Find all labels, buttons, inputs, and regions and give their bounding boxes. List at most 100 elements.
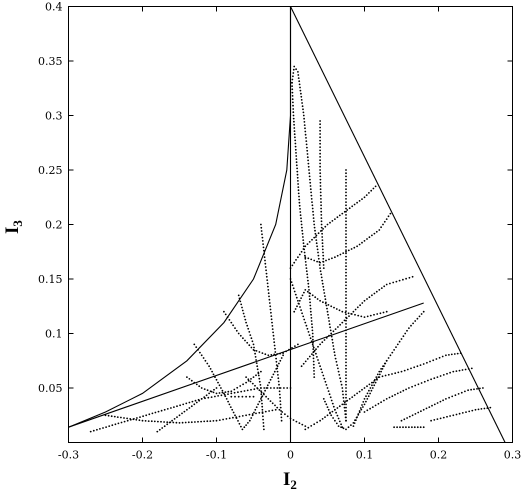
data-point <box>345 226 347 229</box>
data-point <box>322 301 324 304</box>
data-point <box>345 220 347 223</box>
data-point <box>299 306 301 308</box>
data-point <box>245 376 248 378</box>
data-point <box>110 415 113 418</box>
data-point <box>300 92 302 95</box>
data-point <box>334 354 336 357</box>
data-point <box>425 407 428 410</box>
data-point <box>294 145 297 148</box>
data-point <box>302 242 305 245</box>
data-point <box>267 289 270 291</box>
data-point <box>261 233 263 236</box>
data-point <box>321 248 324 251</box>
data-point <box>225 398 228 400</box>
data-point <box>350 424 352 426</box>
data-point <box>388 396 391 399</box>
data-point <box>380 226 382 229</box>
data-point <box>347 426 350 429</box>
data-point <box>190 421 193 424</box>
data-point <box>310 317 313 319</box>
data-point <box>313 370 315 372</box>
data-point <box>301 294 304 297</box>
data-point <box>279 352 281 355</box>
data-point <box>398 279 401 282</box>
data-point <box>294 142 297 145</box>
data-point <box>400 338 403 340</box>
data-point <box>335 360 338 363</box>
data-point <box>265 272 268 275</box>
data-point <box>272 373 275 376</box>
data-point <box>408 276 411 279</box>
data-point <box>366 385 368 388</box>
y-tick-label: 0.1 <box>45 328 63 341</box>
data-point <box>369 392 371 395</box>
data-point <box>325 384 328 386</box>
data-point <box>346 209 349 211</box>
data-point <box>224 391 227 393</box>
data-point <box>406 368 409 371</box>
data-point <box>237 420 239 422</box>
data-point <box>312 360 315 363</box>
data-point <box>455 413 458 416</box>
data-point <box>331 257 333 260</box>
data-point <box>465 411 467 413</box>
data-point <box>212 420 215 422</box>
data-point <box>213 388 215 391</box>
data-point <box>387 215 390 218</box>
data-point <box>345 393 347 396</box>
data-point <box>393 349 395 351</box>
data-point <box>368 192 370 194</box>
data-point <box>256 387 259 389</box>
data-point <box>345 371 347 373</box>
data-point <box>292 114 295 117</box>
data-point <box>319 185 322 187</box>
data-point <box>359 407 362 409</box>
data-point <box>262 243 264 246</box>
data-point <box>345 214 347 216</box>
data-point <box>240 425 242 428</box>
data-point <box>245 395 248 398</box>
data-point <box>203 388 206 390</box>
data-point <box>482 387 484 389</box>
data-point <box>247 327 250 330</box>
data-point <box>302 236 304 238</box>
data-point <box>292 104 294 107</box>
data-point <box>306 276 309 279</box>
data-point <box>276 370 279 373</box>
data-point <box>391 351 394 354</box>
data-point <box>254 356 257 358</box>
data-point <box>315 242 318 245</box>
data-point <box>416 426 419 429</box>
data-point <box>108 425 111 427</box>
data-point <box>292 75 294 78</box>
data-point <box>298 201 301 204</box>
data-point <box>208 392 211 395</box>
data-point <box>308 355 311 358</box>
data-point <box>345 290 347 293</box>
data-point <box>453 353 456 355</box>
data-point <box>329 326 331 329</box>
data-point <box>345 294 347 296</box>
data-point <box>470 367 473 370</box>
data-point <box>328 258 330 261</box>
data-point <box>250 417 253 419</box>
data-point <box>99 428 101 430</box>
data-point <box>292 68 295 71</box>
data-point <box>345 339 347 341</box>
data-point <box>336 414 339 417</box>
data-point <box>303 291 305 294</box>
data-point <box>277 380 280 383</box>
data-point <box>263 393 265 396</box>
data-point <box>474 408 477 411</box>
data-point <box>326 307 328 310</box>
data-point <box>345 348 347 351</box>
data-point <box>411 426 413 429</box>
data-point <box>319 169 321 171</box>
data-point <box>188 407 191 409</box>
data-point <box>345 223 347 226</box>
data-point <box>345 185 347 187</box>
data-point <box>464 368 467 371</box>
data-point <box>317 251 319 254</box>
data-point <box>340 383 343 386</box>
